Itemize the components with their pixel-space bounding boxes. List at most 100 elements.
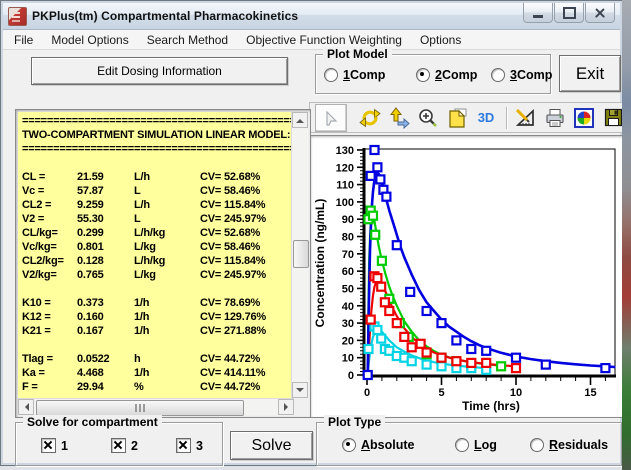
app-window: PKPlus(tm) Compartmental Pharmacokinetic… xyxy=(0,0,623,466)
3d-view-tool-button[interactable]: 3D xyxy=(474,106,498,130)
minimize-icon xyxy=(533,14,543,18)
plot-model-label: Plot Model xyxy=(323,47,392,61)
scroll-grip xyxy=(139,404,141,412)
save-tool-button[interactable] xyxy=(601,106,625,130)
radio-1-comp[interactable]: 1 Comp xyxy=(324,68,385,82)
menu-objective-function-weighting[interactable]: Objective Function Weighting xyxy=(246,32,402,47)
results-horizontal-scrollbar[interactable] xyxy=(18,398,294,416)
results-row: CL2 = 9.259 L/h CV= 115.84% xyxy=(22,199,266,211)
results-row: CL2/kg= 0.128 L/h/kg CV= 115.84% xyxy=(22,255,266,267)
results-line: TWO-COMPARTMENT SIMULATION LINEAR MODEL: xyxy=(22,129,291,141)
concentration-time-chart[interactable]: 0 10 20 30 40 50 60 70 80 90 100 110 120 130 0 5 10 15 Tim… xyxy=(310,136,621,415)
scroll-down-button[interactable] xyxy=(292,382,308,398)
results-line xyxy=(22,156,292,170)
solve-compartment-group: Solve for compartment 1 2 3 xyxy=(15,415,223,466)
radio-1-comp-circle xyxy=(324,68,338,82)
horizontal-scroll-thumb[interactable] xyxy=(36,400,244,416)
scroll-up-button[interactable] xyxy=(292,112,308,128)
scroll-up-icon xyxy=(296,115,304,123)
scroll-left-button[interactable] xyxy=(18,399,34,415)
pan-axes-tool-button[interactable] xyxy=(387,106,411,130)
checkbox-3-box xyxy=(176,438,191,453)
results-row: Vc/kg= 0.801 L/kg CV= 58.46% xyxy=(22,241,261,253)
results-row: CL/kg= 0.299 L/h/kg CV= 52.68% xyxy=(22,227,261,239)
app-icon xyxy=(8,6,27,26)
chart-tools-button[interactable] xyxy=(514,106,538,130)
plot-model-group: Plot Model 1 Comp 2 Comp 3 Comp xyxy=(315,47,552,94)
results-vertical-scrollbar[interactable] xyxy=(291,112,309,398)
results-line: ========================================… xyxy=(22,115,292,127)
refresh-icon xyxy=(359,108,381,127)
toolbar-separator xyxy=(506,106,507,129)
scroll-down-icon xyxy=(296,387,304,396)
maximize-button[interactable] xyxy=(554,3,584,23)
svg-text:0: 0 xyxy=(364,387,370,399)
results-panel: ========================================… xyxy=(15,109,311,418)
minimize-button[interactable] xyxy=(523,3,553,23)
radio-residuals-circle xyxy=(530,438,544,452)
exit-button[interactable]: Exit xyxy=(559,55,621,92)
vertical-scroll-thumb[interactable] xyxy=(293,240,309,268)
edit-dosing-button[interactable]: Edit Dosing Information xyxy=(31,57,288,85)
select-arrow-tool-button[interactable] xyxy=(315,103,347,132)
menu-model-options[interactable]: Model Options xyxy=(51,32,129,47)
svg-text:80: 80 xyxy=(342,232,354,244)
close-button[interactable] xyxy=(585,3,615,23)
zoom-in-tool-button[interactable] xyxy=(416,106,440,130)
window-title: PKPlus(tm) Compartmental Pharmacokinetic… xyxy=(32,9,299,23)
select-arrow-icon xyxy=(326,110,338,126)
checkbox-compartment-2[interactable]: 2 xyxy=(111,438,138,453)
radio-2-comp[interactable]: 2 Comp xyxy=(416,68,477,82)
svg-text:70: 70 xyxy=(342,249,354,261)
radio-3-comp[interactable]: 3 Comp xyxy=(491,68,552,82)
results-line: ========================================… xyxy=(22,143,292,155)
maximize-icon xyxy=(562,6,576,19)
page-rotate-tool-button[interactable] xyxy=(445,106,469,130)
zoom-in-icon xyxy=(419,108,437,127)
solve-compartment-label: Solve for compartment xyxy=(23,415,162,429)
print-icon xyxy=(546,108,564,127)
menu-options[interactable]: Options xyxy=(419,32,462,47)
results-row: Ka = 4.468 1/h CV= 414.11% xyxy=(22,367,266,379)
svg-text:130: 130 xyxy=(336,145,354,157)
svg-text:90: 90 xyxy=(342,214,354,226)
scroll-right-button[interactable] xyxy=(278,399,294,415)
menu-file[interactable]: File xyxy=(14,32,34,47)
menu-bar: File Model Options Search Method Objecti… xyxy=(3,30,620,50)
results-line xyxy=(22,282,292,296)
checkbox-1-box xyxy=(41,438,56,453)
print-tool-button[interactable] xyxy=(543,106,567,130)
checkbox-compartment-3[interactable]: 3 xyxy=(176,438,203,453)
palette-icon xyxy=(574,107,594,128)
refresh-tool-button[interactable] xyxy=(358,106,382,130)
svg-text:50: 50 xyxy=(342,283,354,295)
menu-search-method[interactable]: Search Method xyxy=(146,32,229,47)
svg-text:110: 110 xyxy=(336,180,354,192)
radio-3-comp-circle xyxy=(491,68,505,82)
radio-absolute-circle xyxy=(342,438,356,452)
plot-type-label: Plot Type xyxy=(324,415,386,429)
results-row: F = 29.94% CV= 44.72% xyxy=(22,381,261,393)
svg-text:100: 100 xyxy=(336,197,354,209)
radio-log-circle xyxy=(455,438,469,452)
svg-text:120: 120 xyxy=(336,162,354,174)
svg-text:30: 30 xyxy=(342,318,354,330)
palette-tool-button[interactable] xyxy=(572,106,596,130)
results-row: Vc = 57.87 L CV= 58.46% xyxy=(22,185,261,197)
svg-text:5: 5 xyxy=(438,387,444,399)
desktop-edge xyxy=(622,0,631,470)
title-bar: PKPlus(tm) Compartmental Pharmacokinetic… xyxy=(3,3,620,30)
results-row: CL = 21.59 L/h CV= 52.68% xyxy=(22,171,261,183)
results-row: V2 = 55.30 L CV= 245.97% xyxy=(22,213,266,225)
solve-button[interactable]: Solve xyxy=(230,431,313,460)
radio-2-comp-circle xyxy=(416,68,430,82)
checkbox-compartment-1[interactable]: 1 xyxy=(41,438,68,453)
svg-text:0: 0 xyxy=(348,370,354,382)
svg-text:10: 10 xyxy=(510,387,522,399)
simulation-results-text[interactable]: ========================================… xyxy=(18,112,292,398)
scroll-right-icon xyxy=(283,403,292,411)
